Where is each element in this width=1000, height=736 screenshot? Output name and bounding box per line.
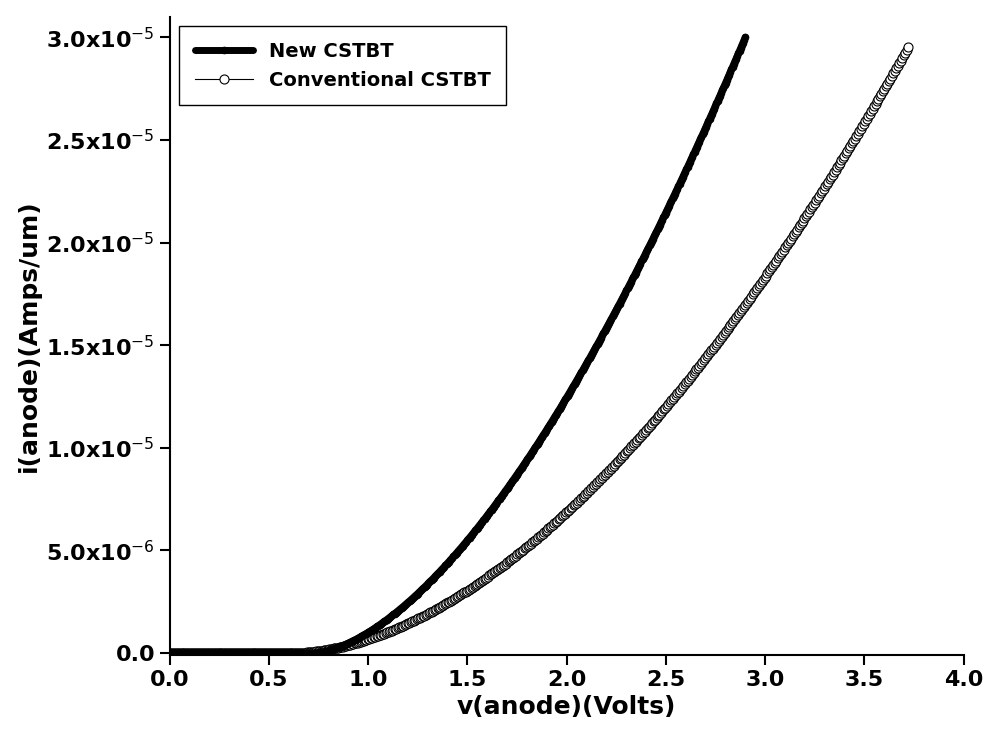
New CSTBT	[437, 564, 449, 573]
Line: Conventional CSTBT: Conventional CSTBT	[165, 43, 913, 658]
Conventional CSTBT	[164, 648, 176, 657]
Conventional CSTBT	[884, 74, 896, 83]
Conventional CSTBT	[769, 258, 781, 267]
New CSTBT	[635, 257, 647, 266]
Conventional CSTBT	[519, 544, 531, 553]
X-axis label: v(anode)(Volts): v(anode)(Volts)	[457, 696, 676, 719]
New CSTBT	[441, 560, 453, 569]
New CSTBT	[739, 33, 751, 42]
New CSTBT	[725, 65, 737, 74]
Conventional CSTBT	[563, 505, 575, 514]
Y-axis label: i(anode)(Amps/um): i(anode)(Amps/um)	[17, 199, 41, 473]
New CSTBT	[475, 519, 487, 528]
Conventional CSTBT	[902, 43, 914, 52]
New CSTBT	[164, 648, 176, 657]
Line: New CSTBT: New CSTBT	[167, 34, 748, 657]
Conventional CSTBT	[514, 548, 526, 556]
New CSTBT	[506, 477, 518, 486]
Conventional CSTBT	[603, 466, 615, 475]
Legend: New CSTBT, Conventional CSTBT: New CSTBT, Conventional CSTBT	[179, 26, 506, 105]
